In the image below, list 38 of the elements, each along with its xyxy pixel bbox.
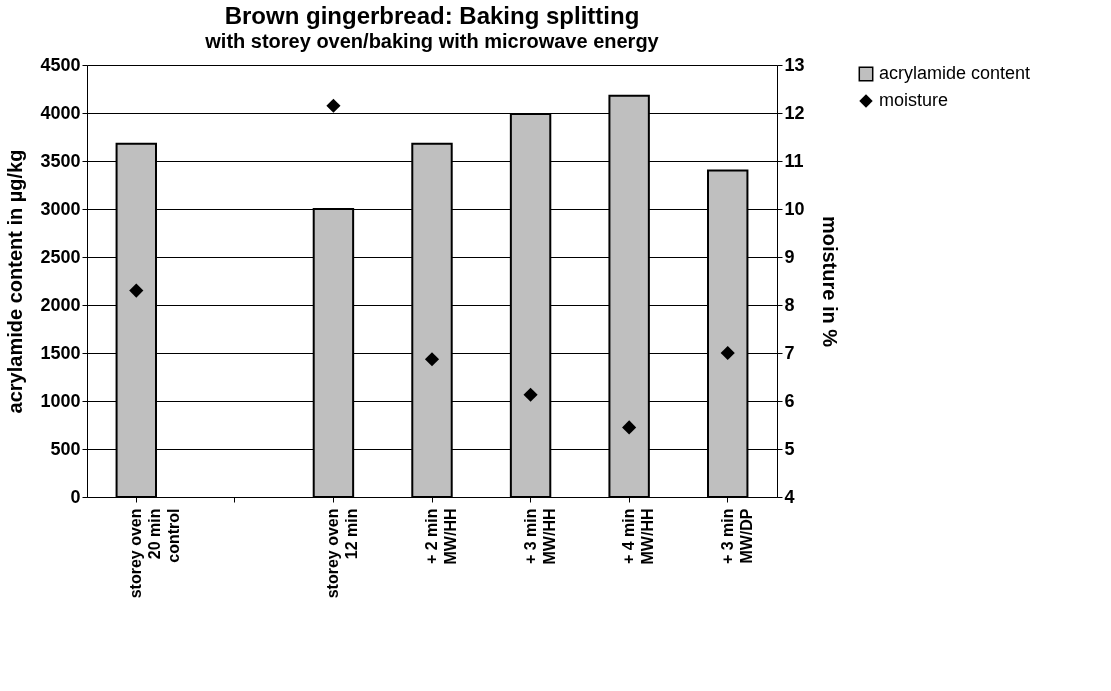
y-tick-label: 500 [50,438,81,459]
x-tick-label: + 3 min MW/HH [521,508,558,565]
y2-tick-label: 8 [784,294,795,315]
y-tick-label: 4500 [40,54,81,75]
point [523,387,538,402]
y2-tick-label: 11 [784,150,804,171]
x-tick-label: storey oven 20 min control [127,508,183,599]
y-tick-label: 1500 [40,342,81,363]
x-tick-label: + 2 min MW/HH [423,508,459,565]
y2-tick-label: 13 [784,54,805,75]
y-tick-label: 0 [70,486,81,507]
y2-tick-label: 6 [784,390,795,411]
x-tick-label: storey oven 12 min [324,508,361,599]
y2-tick-label: 10 [784,198,805,219]
point [129,283,144,298]
y-tick-label: 1000 [40,390,81,411]
x-tick-label: + 4 min MW/HH [620,508,657,565]
y2-tick-label: 4 [784,486,795,507]
y2-tick-label: 9 [784,246,795,267]
y2-tick-label: 12 [784,102,805,123]
y-tick-label: 2500 [40,246,81,267]
y-tick-label: 3500 [40,150,81,171]
y2-tick-label: 7 [784,342,795,363]
chart-subtitle: with storey oven/baking with microwave energy [204,30,660,52]
y2-axis-title: moisture in % [818,215,841,348]
legend-label: moisture [879,90,949,110]
legend-label: acrylamide content [879,63,1031,83]
y-tick-label: 2000 [40,294,81,315]
point [326,98,341,113]
chart-title: Brown gingerbread: Baking splitting [224,2,640,29]
y2-tick-label: 5 [784,438,795,459]
point [720,345,735,361]
y-tick-label: 4000 [40,102,81,123]
y-tick-label: 3000 [40,198,81,219]
point [622,420,637,435]
point [424,352,440,367]
x-tick-label: + 3 min MW/DP [718,508,755,565]
y-axis-title: acrylamide content in µg/kg [4,149,27,414]
